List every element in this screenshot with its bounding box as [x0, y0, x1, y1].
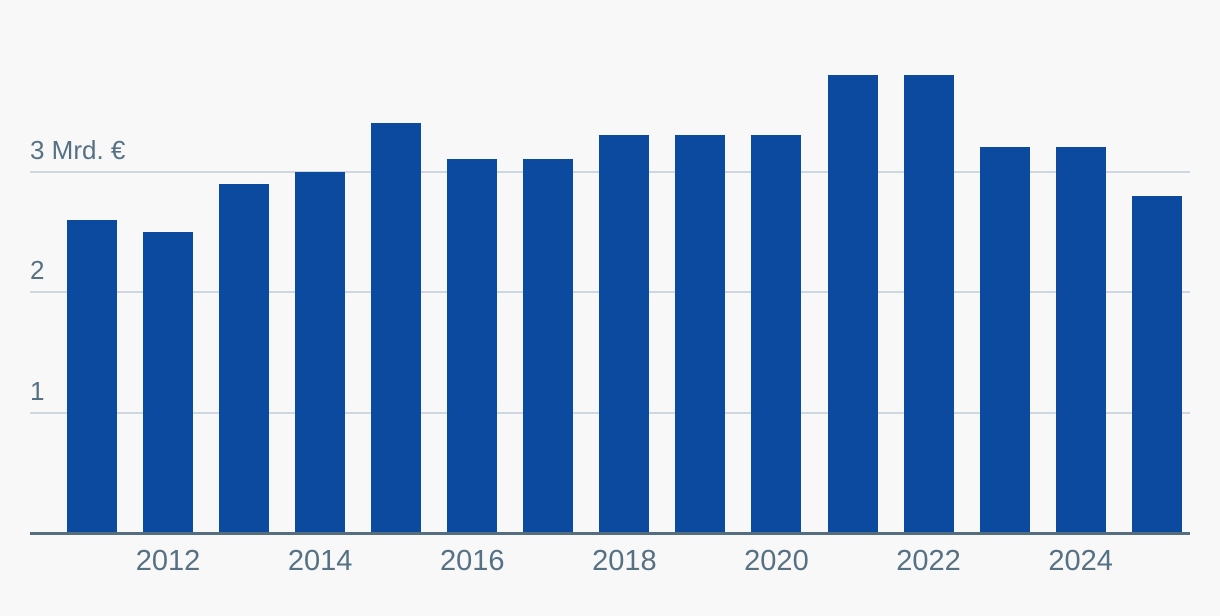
bar-2022[interactable] — [903, 75, 954, 533]
bar-2011[interactable] — [67, 219, 117, 533]
bar-2021[interactable] — [827, 75, 878, 533]
y-axis-tick-label-3: 3 Mrd. € — [30, 134, 126, 165]
bar-2012[interactable] — [143, 231, 194, 533]
bar-2025[interactable] — [1131, 195, 1182, 533]
bar-2023[interactable] — [979, 147, 1030, 533]
x-axis-tick-label-2020: 2020 — [744, 545, 809, 577]
y-axis-tick-label-1: 1 — [30, 375, 45, 406]
x-axis-tick-label-2022: 2022 — [896, 545, 961, 577]
bar-2014[interactable] — [295, 171, 346, 533]
bar-2024[interactable] — [1055, 147, 1106, 533]
x-axis-tick-label-2016: 2016 — [439, 545, 505, 577]
x-axis-line — [30, 532, 1190, 535]
bar-2013[interactable] — [219, 183, 270, 533]
bar-2016[interactable] — [447, 159, 498, 533]
y-axis-tick-label-2: 2 — [30, 255, 45, 285]
x-axis-tick-label-2014: 2014 — [287, 545, 353, 577]
bar-2020[interactable] — [751, 135, 802, 533]
bar-2019[interactable] — [675, 135, 726, 533]
bar-2017[interactable] — [523, 159, 574, 533]
x-axis-tick-label-2018: 2018 — [592, 545, 657, 577]
x-axis-tick-label-2024: 2024 — [1048, 545, 1113, 577]
x-axis-tick-label-2012: 2012 — [135, 545, 201, 577]
bar-2015[interactable] — [371, 123, 422, 533]
bar-2018[interactable] — [599, 135, 650, 533]
